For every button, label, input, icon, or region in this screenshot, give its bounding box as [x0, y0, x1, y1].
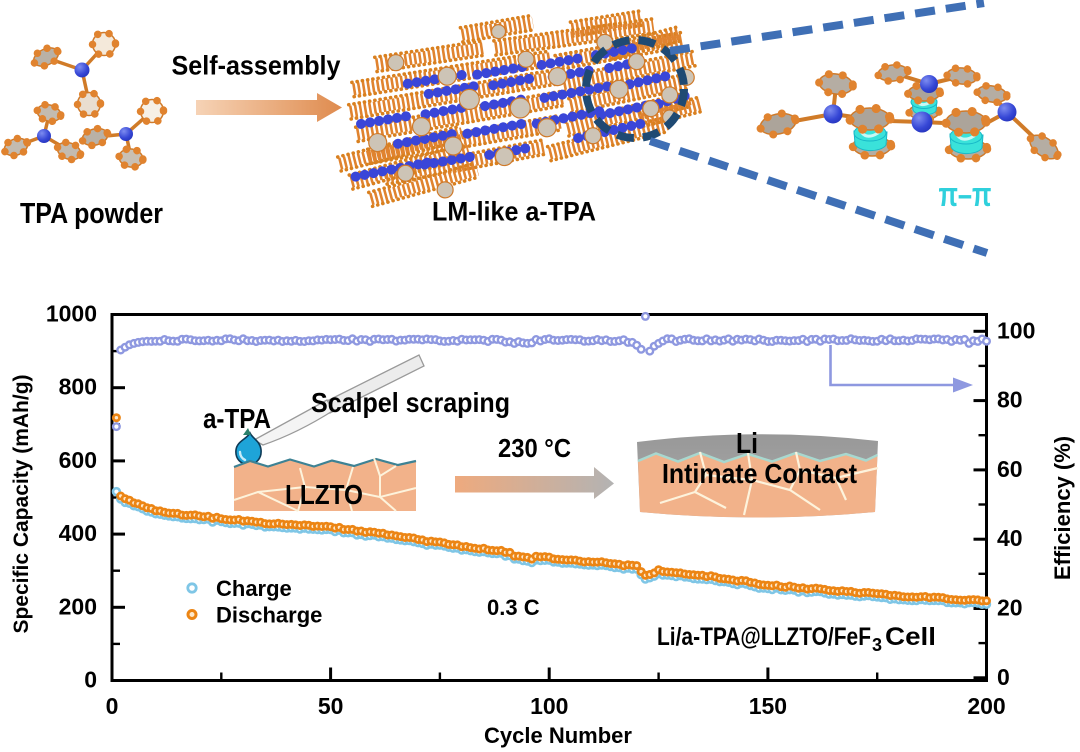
svg-text:400: 400: [59, 520, 97, 546]
svg-text:0.3 C: 0.3 C: [487, 595, 540, 620]
svg-text:230 °C: 230 °C: [498, 433, 571, 463]
svg-text:0: 0: [997, 664, 1010, 690]
svg-text:Li/a-TPA@LLZTO/FeF: Li/a-TPA@LLZTO/FeF: [657, 623, 871, 651]
svg-text:Specific Capacity (mAh/g): Specific Capacity (mAh/g): [10, 374, 33, 633]
svg-text:Scalpel scraping: Scalpel scraping: [311, 387, 510, 418]
svg-text:200: 200: [967, 693, 1005, 719]
svg-text:0: 0: [84, 667, 97, 693]
svg-text:a-TPA: a-TPA: [203, 403, 271, 434]
svg-text:Self-assembly: Self-assembly: [172, 51, 341, 81]
svg-text:100: 100: [530, 693, 568, 719]
svg-text:3: 3: [872, 635, 882, 655]
svg-text:20: 20: [997, 595, 1023, 621]
svg-text:TPA powder: TPA powder: [20, 198, 163, 230]
svg-text:π–π: π–π: [939, 176, 992, 214]
svg-text:150: 150: [749, 693, 787, 719]
svg-text:Cycle Number: Cycle Number: [484, 723, 632, 748]
svg-text:600: 600: [59, 447, 97, 473]
svg-text:Efficiency (%): Efficiency (%): [1050, 436, 1075, 580]
svg-text:LM-like a-TPA: LM-like a-TPA: [432, 197, 596, 227]
svg-text:LLZTO: LLZTO: [285, 479, 363, 510]
svg-text:Discharge: Discharge: [216, 603, 322, 628]
svg-text:Intimate Contact: Intimate Contact: [662, 458, 857, 489]
svg-text:800: 800: [59, 374, 97, 400]
svg-text:Cell: Cell: [885, 623, 936, 651]
svg-text:200: 200: [59, 593, 97, 619]
svg-text:1000: 1000: [46, 301, 97, 327]
svg-text:0: 0: [106, 693, 119, 719]
svg-text:40: 40: [997, 525, 1023, 551]
svg-text:100: 100: [997, 317, 1035, 343]
svg-text:60: 60: [997, 456, 1023, 482]
svg-text:Charge: Charge: [216, 576, 292, 601]
svg-text:Li: Li: [736, 428, 758, 460]
svg-text:80: 80: [997, 387, 1023, 413]
svg-text:50: 50: [318, 693, 344, 719]
